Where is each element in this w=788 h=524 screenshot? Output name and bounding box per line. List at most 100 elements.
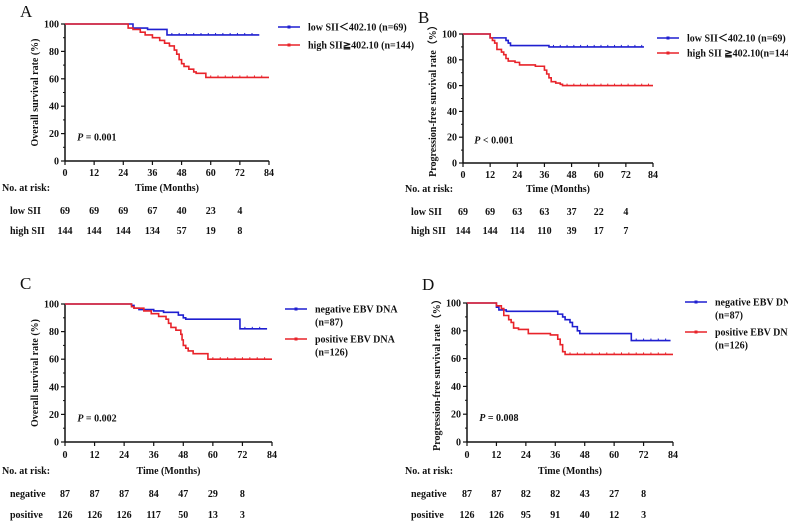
panel-c: C 0 20 40 60 80 100 0 12 24 36 48 60 72 84 Time (Months… <box>2 274 398 521</box>
x-tick-label: 72 <box>621 170 631 181</box>
risk-row-label: positive <box>411 510 444 521</box>
legend-label: (n=87) <box>715 311 743 322</box>
p-value: P < 0.001 <box>474 136 513 147</box>
y-tick-label: 80 <box>49 47 59 58</box>
risk-count: 63 <box>539 207 549 218</box>
x-tick-label: 12 <box>491 450 501 461</box>
risk-count: 87 <box>60 489 70 500</box>
x-tick-label: 72 <box>235 168 245 179</box>
legend-marker <box>666 51 670 55</box>
risk-count: 40 <box>580 510 590 521</box>
x-axis-label: Time (Months) <box>538 466 602 477</box>
x-tick-label: 72 <box>237 450 247 461</box>
risk-count: 84 <box>149 489 159 500</box>
risk-table-header: No. at risk: <box>2 183 50 194</box>
risk-count: 126 <box>58 510 73 521</box>
y-tick-label: 80 <box>447 55 457 66</box>
p-value-text: = 0.001 <box>83 132 116 143</box>
y-tick-label: 80 <box>451 326 461 337</box>
p-symbol: P <box>77 132 84 143</box>
risk-count: 57 <box>177 226 187 237</box>
x-tick-label: 72 <box>639 450 649 461</box>
y-tick-label: 40 <box>49 382 59 393</box>
risk-count: 126 <box>489 510 504 521</box>
y-tick-label: 0 <box>456 438 461 449</box>
x-tick-label: 48 <box>178 450 188 461</box>
legend-label: (n=87) <box>315 318 343 329</box>
y-axis-label: Progression-free survival rate（%） <box>430 294 443 451</box>
risk-count: 87 <box>90 489 100 500</box>
risk-count: 63 <box>512 207 522 218</box>
p-value-text: = 0.002 <box>83 413 116 424</box>
risk-count: 40 <box>177 206 187 217</box>
panel-label: C <box>20 274 31 293</box>
risk-count: 87 <box>119 489 129 500</box>
risk-count: 69 <box>485 207 495 218</box>
risk-row-label: negative <box>411 489 447 500</box>
panel-label: A <box>20 2 33 21</box>
y-tick-label: 100 <box>44 300 59 311</box>
y-tick-label: 40 <box>451 382 461 393</box>
panel-label: D <box>422 275 434 294</box>
y-tick-label: 100 <box>44 20 59 31</box>
legend-label: positive EBV DNA <box>715 328 788 339</box>
y-tick-label: 40 <box>49 102 59 113</box>
x-tick-label: 24 <box>521 450 531 461</box>
legend-marker <box>666 36 670 40</box>
legend-label: (n=126) <box>315 348 348 359</box>
p-value: P = 0.002 <box>77 413 116 424</box>
x-tick-label: 12 <box>89 168 99 179</box>
risk-count: 82 <box>521 489 531 500</box>
survival-curve-high <box>467 302 673 356</box>
x-axis-label: Time (Months) <box>526 184 590 195</box>
risk-count: 4 <box>237 206 242 217</box>
p-symbol: P <box>479 413 486 424</box>
risk-count: 27 <box>609 489 619 500</box>
risk-count: 7 <box>623 226 628 237</box>
legend-label: low SII＜402.10 (n=69) <box>308 22 407 34</box>
risk-count: 144 <box>483 226 498 237</box>
risk-count: 87 <box>491 489 501 500</box>
x-axis-label: Time (Months) <box>137 466 201 477</box>
survival-curve-high <box>65 303 272 360</box>
risk-count: 50 <box>178 510 188 521</box>
y-axis-label: Overall survival rate (%) <box>30 319 41 427</box>
y-tick-label: 80 <box>49 327 59 338</box>
risk-count: 69 <box>458 207 468 218</box>
x-tick-label: 84 <box>264 168 274 179</box>
risk-count: 144 <box>116 226 131 237</box>
risk-count: 126 <box>460 510 475 521</box>
risk-row-label: negative <box>10 489 46 500</box>
risk-count: 4 <box>623 207 628 218</box>
y-tick-label: 0 <box>54 157 59 168</box>
risk-count: 19 <box>206 226 216 237</box>
panel-b: B 0 20 40 60 80 100 0 12 24 36 48 60 72 84 Time (Months… <box>405 8 788 237</box>
y-tick-label: 0 <box>54 438 59 449</box>
p-value-text: = 0.008 <box>485 413 518 424</box>
x-tick-label: 12 <box>90 450 100 461</box>
risk-count: 22 <box>594 207 604 218</box>
risk-count: 95 <box>521 510 531 521</box>
x-tick-label: 24 <box>118 168 128 179</box>
y-tick-label: 20 <box>49 410 59 421</box>
x-tick-label: 36 <box>550 450 560 461</box>
y-tick-label: 60 <box>49 74 59 85</box>
x-tick-label: 0 <box>63 450 68 461</box>
x-tick-label: 84 <box>648 170 658 181</box>
risk-row-label: low SII <box>411 207 442 218</box>
x-tick-label: 60 <box>609 450 619 461</box>
y-axis-label: Overall survival rate (%) <box>30 38 41 146</box>
risk-count: 69 <box>60 206 70 217</box>
y-tick-label: 20 <box>451 410 461 421</box>
survival-curve-low <box>467 302 671 342</box>
risk-count: 29 <box>208 489 218 500</box>
y-tick-label: 100 <box>442 30 457 41</box>
survival-curve-high <box>65 23 269 79</box>
x-tick-label: 0 <box>63 168 68 179</box>
legend-label: low SII＜402.10 (n=69) <box>687 33 786 45</box>
risk-row-label: positive <box>10 510 43 521</box>
y-tick-label: 60 <box>447 81 457 92</box>
legend-label: negative EBV DNA <box>715 298 788 309</box>
risk-count: 37 <box>567 207 577 218</box>
